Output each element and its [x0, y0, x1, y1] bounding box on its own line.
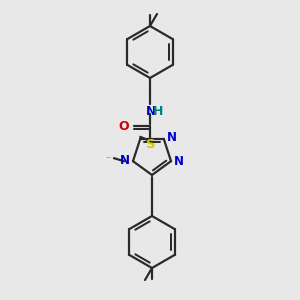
Text: N: N: [120, 154, 130, 167]
Text: N: N: [167, 131, 177, 144]
Text: H: H: [153, 105, 163, 118]
Text: S: S: [146, 139, 156, 152]
Text: N: N: [174, 155, 184, 168]
Text: O: O: [118, 119, 129, 133]
Text: N: N: [146, 105, 156, 118]
Text: methyl: methyl: [107, 157, 112, 158]
